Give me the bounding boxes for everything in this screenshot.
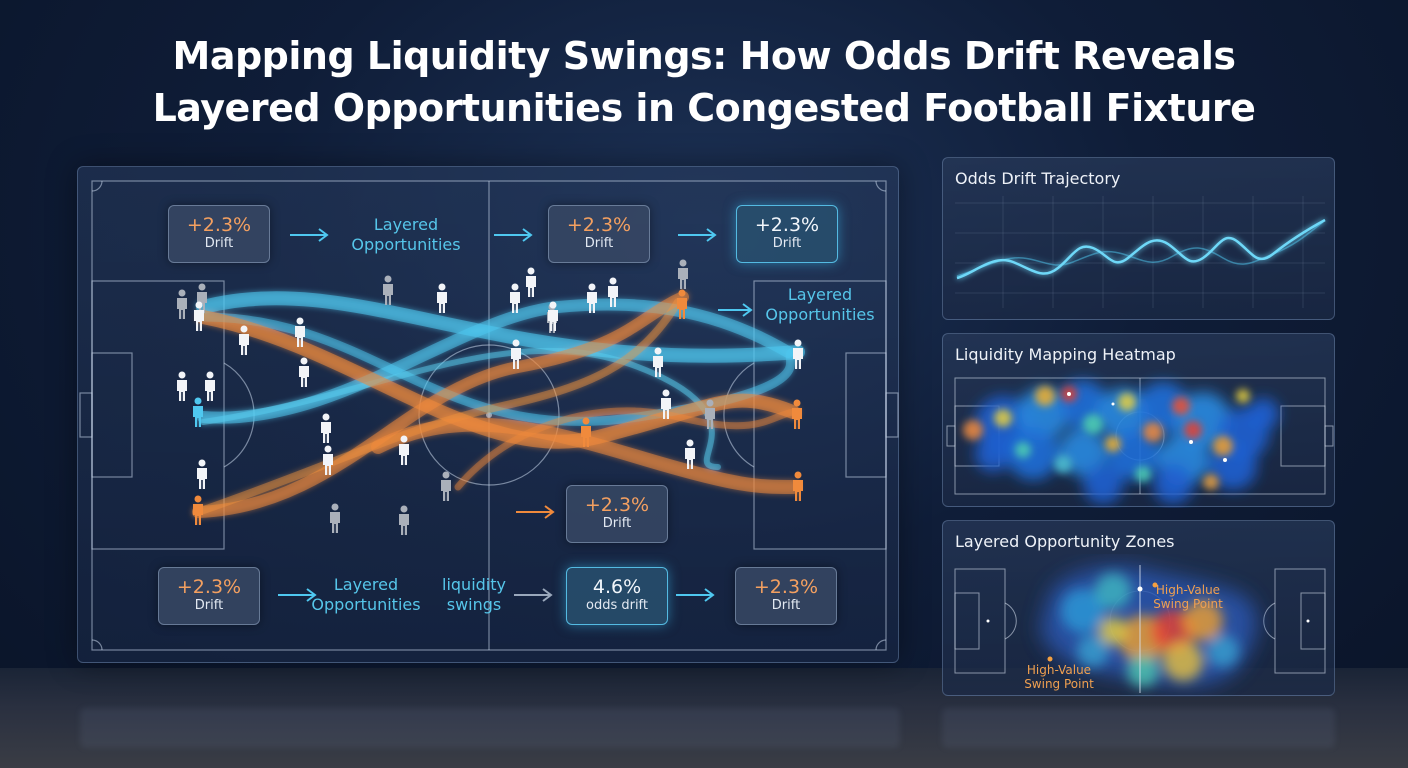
orange-flow-4 <box>371 417 800 494</box>
arrow-icon <box>516 505 555 519</box>
player-icon <box>678 259 688 289</box>
player-icon <box>295 317 305 347</box>
chip-label: Drift <box>772 236 802 251</box>
layered-opportunities-label: Layered Opportunities <box>765 285 875 324</box>
high-value-swing-point-label: High-Value Swing Point <box>1153 583 1223 611</box>
layered-opportunities-label: Layered Opportunities <box>351 215 461 254</box>
arrow-icon <box>718 303 753 317</box>
orange-flow-2 <box>192 291 689 518</box>
chip-label: Drift <box>204 236 234 251</box>
chip-label: Drift <box>194 598 224 613</box>
zone-hotspots <box>1061 573 1239 687</box>
player-icon <box>197 459 207 489</box>
chip-value: +2.3% <box>754 214 820 236</box>
heatmap-panel-title: Liquidity Mapping Heatmap <box>955 345 1176 364</box>
drift-panel-title: Odds Drift Trajectory <box>955 169 1121 188</box>
player-icon <box>793 471 803 501</box>
player-icon <box>587 283 597 313</box>
arrow-icon <box>290 228 329 242</box>
page-title: Mapping Liquidity Swings: How Odds Drift… <box>0 30 1408 134</box>
player-icon <box>792 399 802 429</box>
panel-reflection <box>942 708 1335 748</box>
title-line-1: Mapping Liquidity Swings: How Odds Drift… <box>172 34 1236 78</box>
opportunity-zones-map <box>954 565 1326 693</box>
drift-chip: +2.3% Drift <box>736 205 838 263</box>
chip-value: +2.3% <box>584 494 650 516</box>
pitch-graphic <box>79 180 899 651</box>
player-icon <box>608 277 618 307</box>
player-icon <box>437 283 447 313</box>
player-icon <box>510 283 520 313</box>
player-icon <box>705 399 715 429</box>
pitch-reflection <box>80 708 900 748</box>
players <box>177 259 803 535</box>
player-icon <box>793 339 803 369</box>
zones-panel-title: Layered Opportunity Zones <box>955 532 1175 551</box>
player-icon <box>511 339 521 369</box>
chip-value: +2.3% <box>176 576 242 598</box>
orange-flow-5 <box>454 407 797 491</box>
heat-points <box>1067 392 1227 462</box>
cyan-flow-1 <box>196 291 805 363</box>
player-icon <box>685 439 695 469</box>
player-icon <box>330 503 340 533</box>
heat-hotspots <box>963 386 1250 490</box>
chip-label: odds drift <box>585 598 649 613</box>
odds-drift-panel: Odds Drift Trajectory <box>942 157 1335 320</box>
player-icon <box>194 301 204 331</box>
drift-chip: +2.3% Drift <box>566 485 668 543</box>
liquidity-swings-label: liquidity swings <box>442 575 506 614</box>
liquidity-heatmap <box>946 377 1334 504</box>
player-icon <box>177 289 187 319</box>
player-icon <box>661 389 671 419</box>
orange-flow-3 <box>194 298 682 516</box>
player-icon <box>299 357 309 387</box>
player-icon <box>193 397 203 427</box>
player-icon <box>653 347 663 377</box>
drift-line-chart <box>955 196 1326 308</box>
player-icon <box>321 413 331 443</box>
player-icon <box>548 301 558 331</box>
pitch-panel: +2.3% Drift +2.3% Drift +2.3% Drift +2.3… <box>77 166 899 663</box>
chip-value: +2.3% <box>186 214 252 236</box>
drift-chip: +2.3% Drift <box>735 567 837 625</box>
drift-chip: +2.3% Drift <box>168 205 270 263</box>
arrow-icon <box>514 588 553 602</box>
chip-value: +2.3% <box>753 576 819 598</box>
arrow-icon <box>678 228 717 242</box>
chip-label: Drift <box>584 236 614 251</box>
player-icon <box>526 267 536 297</box>
drift-line <box>956 218 1326 280</box>
player-icon <box>239 325 249 355</box>
drift-chip: +2.3% Drift <box>548 205 650 263</box>
arrow-icon <box>278 588 317 602</box>
player-icon <box>581 417 591 447</box>
player-icon <box>193 495 203 525</box>
arrow-icon <box>676 588 715 602</box>
player-icon <box>205 371 215 401</box>
player-icon <box>383 275 393 305</box>
flow-bands <box>192 291 805 518</box>
player-icon <box>323 445 333 475</box>
chip-label: Drift <box>771 598 801 613</box>
heatmap-panel: Liquidity Mapping Heatmap <box>942 333 1335 507</box>
chip-value: +2.3% <box>566 214 632 236</box>
player-icon <box>399 505 409 535</box>
player-icon <box>441 471 451 501</box>
player-icon <box>177 371 187 401</box>
arrows <box>278 228 753 602</box>
player-icon <box>399 435 409 465</box>
player-icon <box>677 289 687 319</box>
title-line-2: Layered Opportunities in Congested Footb… <box>152 86 1256 130</box>
drift-chip: +2.3% Drift <box>158 567 260 625</box>
zones-panel: Layered Opportunity Zones High-Value Swi… <box>942 520 1335 696</box>
layered-opportunities-label: Layered Opportunities <box>311 575 421 614</box>
odds-drift-chip: 4.6% odds drift <box>566 567 668 625</box>
chip-label: Drift <box>602 516 632 531</box>
high-value-swing-point-label: High-Value Swing Point <box>1024 663 1094 691</box>
cyan-flow-4 <box>200 347 721 470</box>
arrow-icon <box>494 228 533 242</box>
chip-value: 4.6% <box>592 576 642 598</box>
